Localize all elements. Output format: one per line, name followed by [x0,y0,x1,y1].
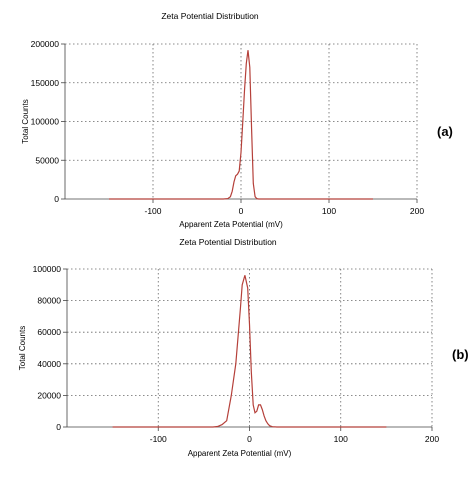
y-axis-label: Total Counts [18,326,27,370]
y-tick-label: 60000 [37,327,61,337]
panel-tag: (b) [452,347,469,362]
chart-title: Zeta Potential Distribution [161,11,259,21]
y-tick-label: 20000 [37,390,61,400]
panel-tag: (a) [437,124,453,139]
x-tick-label: -100 [150,434,167,444]
x-tick-label: 200 [425,434,439,444]
y-tick-label: 0 [54,194,59,204]
chart-title: Zeta Potential Distribution [179,237,277,247]
x-axis-label: Apparent Zeta Potential (mV) [179,220,283,229]
y-tick-label: 150000 [31,78,60,88]
x-tick-label: 0 [239,206,244,216]
x-tick-label: 200 [410,206,424,216]
y-tick-label: 80000 [37,296,61,306]
x-tick-label: 100 [322,206,336,216]
x-tick-label: 100 [334,434,348,444]
x-tick-label: -100 [144,206,161,216]
y-tick-label: 0 [56,422,61,432]
y-tick-label: 40000 [37,359,61,369]
y-tick-label: 50000 [35,155,59,165]
y-axis-label: Total Counts [21,99,30,143]
y-tick-label: 100000 [31,117,60,127]
y-tick-label: 100000 [33,264,62,274]
y-tick-label: 200000 [31,39,60,49]
x-axis-label: Apparent Zeta Potential (mV) [188,449,292,458]
x-tick-label: 0 [247,434,252,444]
chart-b: Zeta Potential Distribution 0 20000 40000 60… [18,237,469,458]
chart-a: Zeta Potential Distribution 0 50000 100000 1… [21,11,453,229]
